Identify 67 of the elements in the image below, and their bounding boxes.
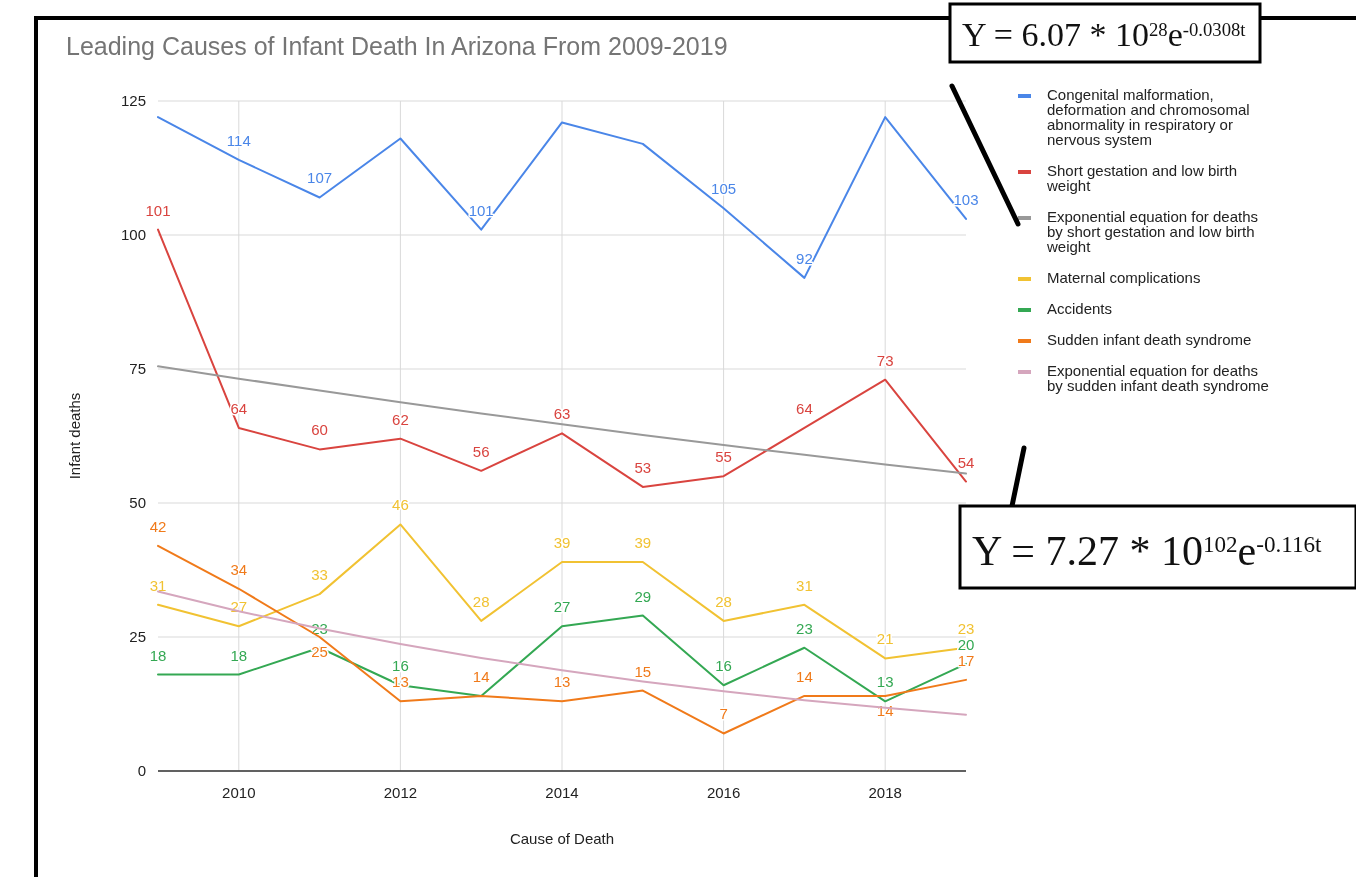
data-label: 34 [230, 560, 248, 578]
legend-label: Exponential equation for deaths by sudden infant death syndrome [1047, 362, 1269, 394]
data-label: 29 [634, 587, 652, 605]
data-label: 16 [715, 657, 732, 675]
x-tick-label: 2018 [868, 784, 902, 801]
chart-title: Leading Causes of Infant Death In Arizona From 2009-2019 [66, 32, 728, 60]
data-label: 53 [634, 458, 652, 476]
data-label: 101 [145, 201, 171, 219]
data-label: 39 [553, 533, 571, 551]
legend-label: Sudden infant death syndrome [1047, 331, 1252, 348]
data-label: 7 [719, 705, 728, 723]
data-label: 64 [796, 399, 813, 417]
data-label: 18 [149, 646, 167, 664]
data-label: 17 [957, 651, 975, 669]
legend-label: Congenital malformation, deformation and chromosomal abnormality in respiratory or nervous system [1047, 86, 1250, 148]
data-label: 54 [957, 453, 975, 471]
data-label: 103 [953, 190, 979, 208]
legend-label: Short gestation and low birth weight [1046, 162, 1238, 194]
legend-label: Accidents [1047, 300, 1113, 317]
data-label: 56 [472, 442, 490, 460]
data-label: 55 [715, 448, 732, 466]
data-label: 18 [230, 646, 248, 664]
data-label: 114 [226, 131, 251, 149]
data-label: 28 [472, 592, 490, 610]
data-label: 62 [392, 410, 409, 428]
data-label: 20 [957, 635, 975, 653]
data-label: 23 [957, 619, 975, 637]
data-label: 46 [392, 496, 409, 514]
data-label: 105 [711, 180, 737, 198]
data-label: 13 [876, 673, 894, 691]
data-label: 23 [796, 619, 813, 637]
x-tick-label: 2016 [706, 784, 741, 801]
data-label: 21 [876, 630, 894, 648]
data-label: 64 [230, 399, 248, 417]
data-label: 16 [392, 657, 409, 675]
data-label: 31 [149, 576, 167, 594]
y-tick-label: 100 [120, 226, 146, 243]
text: Y = 6.07 * 10$^{28}$e$^{-0.0308t}$ [962, 15, 1247, 53]
legend-label: Exponential equation for deaths by short gestation and low birth weight [1046, 208, 1258, 255]
y-tick-label: 75 [129, 360, 146, 377]
text: Y = 7.27 * 10$^{102}$e$^{-0.116t}$ [972, 528, 1323, 575]
data-label: 13 [553, 673, 571, 691]
data-label: 14 [472, 667, 490, 685]
y-tick-label: 125 [120, 92, 146, 109]
data-label: 63 [553, 405, 571, 423]
data-label: 15 [634, 662, 652, 680]
data-label: 60 [311, 421, 328, 439]
data-label: 39 [634, 533, 652, 551]
data-label: 33 [311, 566, 328, 584]
x-tick-label: 2014 [545, 784, 579, 801]
data-label: 73 [876, 351, 894, 369]
data-label: 27 [553, 598, 571, 616]
legend-label: Maternal complications [1047, 269, 1201, 286]
x-tick-label: 2010 [222, 784, 256, 801]
data-label: 42 [149, 517, 167, 535]
data-label: 92 [796, 249, 813, 267]
y-axis-title: Infant deaths [66, 392, 83, 480]
y-tick-label: 0 [137, 762, 146, 779]
x-axis-title: Cause of Death [509, 830, 615, 847]
x-tick-label: 2012 [383, 784, 418, 801]
y-tick-label: 50 [129, 494, 146, 511]
data-label: 107 [307, 169, 333, 187]
data-label: 101 [468, 201, 494, 219]
data-label: 14 [796, 667, 813, 685]
data-label: 31 [796, 576, 813, 594]
y-tick-label: 25 [129, 628, 146, 645]
data-label: 28 [715, 592, 732, 610]
